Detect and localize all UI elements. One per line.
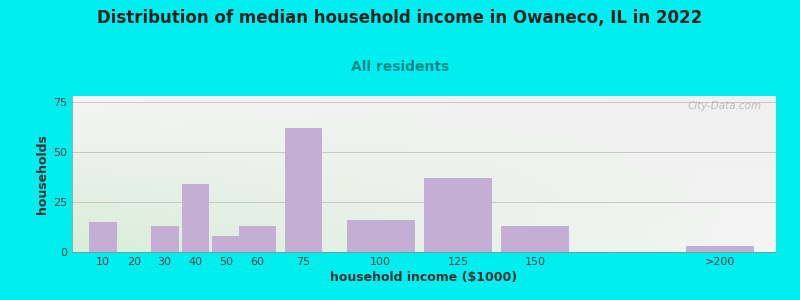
Bar: [501, 226, 569, 252]
Bar: [238, 226, 276, 252]
Text: All residents: All residents: [351, 60, 449, 74]
Bar: [89, 222, 117, 252]
Bar: [686, 246, 754, 252]
X-axis label: household income ($1000): household income ($1000): [330, 271, 518, 284]
Text: Distribution of median household income in Owaneco, IL in 2022: Distribution of median household income …: [98, 9, 702, 27]
Y-axis label: households: households: [36, 134, 49, 214]
Text: City-Data.com: City-Data.com: [688, 101, 762, 111]
Bar: [182, 184, 210, 252]
Bar: [424, 178, 492, 252]
Bar: [347, 220, 414, 252]
Bar: [213, 236, 240, 252]
Bar: [150, 226, 178, 252]
Bar: [285, 128, 322, 252]
